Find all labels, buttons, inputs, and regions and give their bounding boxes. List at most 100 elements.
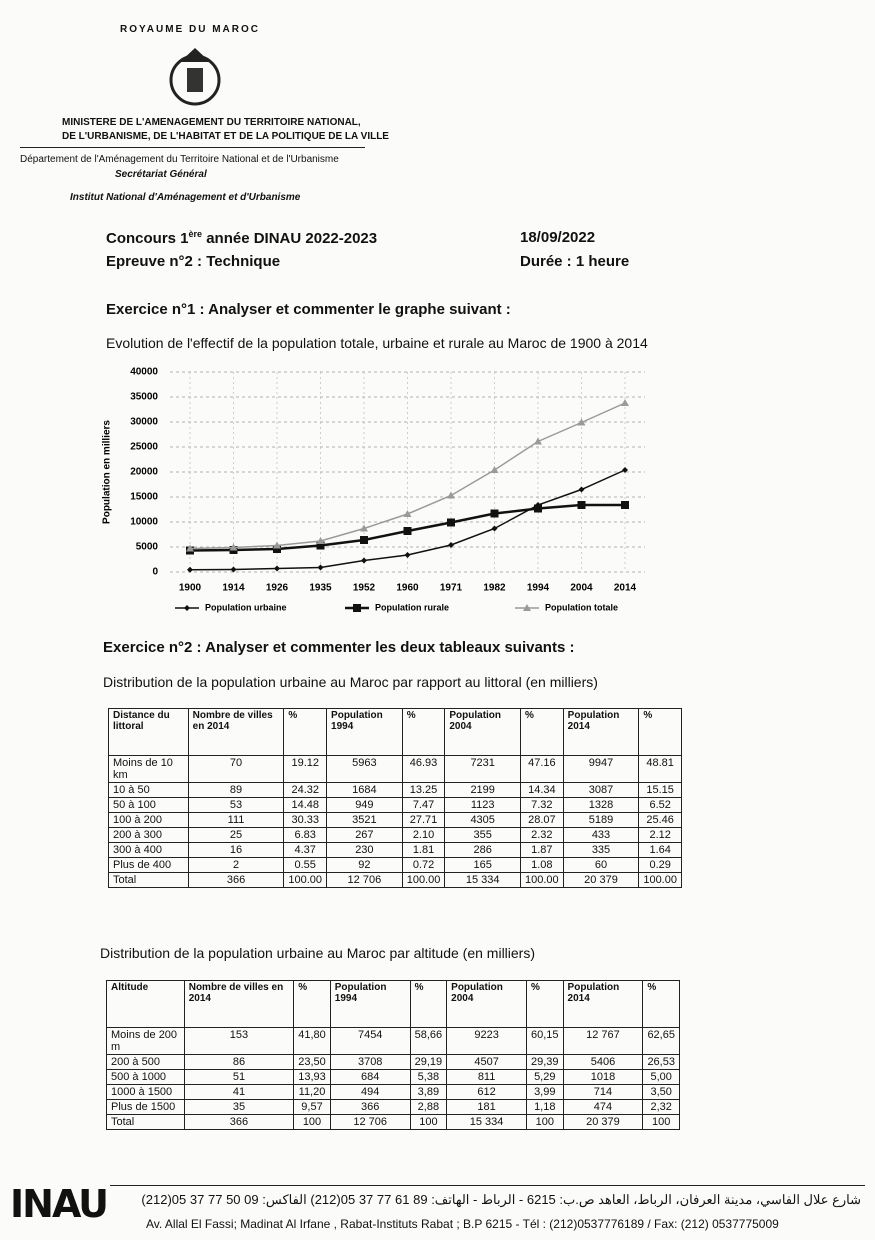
marker [403,510,412,517]
cell: 355 [444,827,522,843]
cell: 62,65 [642,1027,680,1055]
row: 500 à 1000 51 13,93 684 5,38 811 5,29 1018 5,00 [106,1069,680,1085]
y-tick-label: 5000 [136,542,159,553]
cell: 29,39 [526,1054,564,1070]
cell: 24.32 [283,782,328,798]
cell: 2,32 [642,1099,680,1115]
marker [621,399,629,406]
cell: 335 [562,842,640,858]
y-tick-label: 40000 [130,367,158,378]
marker [491,525,498,532]
cell: 89 [187,782,285,798]
marker [447,518,455,527]
institute: Institut National d'Aménagement et d'Urb… [70,192,301,203]
cell: 92 [326,857,403,873]
cell: 3087 [562,782,640,798]
cell: 15 334 [444,872,522,888]
cell: 9223 [446,1027,528,1055]
cell: 494 [329,1084,411,1100]
marker [186,544,194,552]
contest-sup: ère [188,229,203,239]
cell: Total [108,872,189,888]
cell: 4507 [446,1054,528,1070]
series-line [189,402,626,550]
cell: 30.33 [283,812,328,828]
header-cell: % [283,708,328,756]
test: Epreuve n°2 : Technique [106,253,281,270]
duration: Durée : 1 heure [520,253,630,270]
marker [316,537,325,544]
cell: 7454 [329,1027,411,1055]
marker [621,501,629,509]
row: 300 à 400 16 4.37 230 1.81 286 1.87 335 1.64 [108,842,682,858]
marker [578,486,585,493]
cell: Plus de 400 [108,857,189,873]
header-cell: Population 1994 [329,980,411,1028]
cell: 70 [187,755,285,783]
cell: 27.71 [401,812,446,828]
marker [229,543,238,551]
cell: 366 [187,872,285,888]
cell: 0.72 [401,857,446,873]
cell: 0.29 [638,857,682,873]
row: Total 366 100 12 706 100 15 334 100 20 379 100 [106,1114,680,1130]
cell: 12 706 [326,872,403,888]
table-title: Distribution de la population urbaine au… [100,945,536,961]
cell: 1018 [562,1069,644,1085]
x-tick-label: 1971 [440,583,463,594]
x-tick-label: 1926 [266,583,289,594]
header-cell: % [293,980,331,1028]
marker [316,541,325,550]
header-cell: Population 2014 [562,708,640,756]
header-cell: % [526,980,564,1028]
secretariat: Secrétariat Général [115,169,207,180]
cell: Plus de 1500 [106,1099,185,1115]
marker [534,437,542,445]
row: 200 à 300 25 6.83 267 2.10 355 2.32 433 2.12 [108,827,682,843]
header-row: Distance du littoral Nombre de villes en … [108,708,682,756]
cell: 10 à 50 [108,782,189,798]
cell: 2,88 [409,1099,448,1115]
cell: 111 [187,812,285,828]
header-cell: % [409,980,448,1028]
x-tick-label: 1952 [353,583,376,594]
cell: 267 [326,827,403,843]
cell: 1123 [444,797,522,813]
cell: 60 [562,857,640,873]
cell: 3,89 [409,1084,448,1100]
row: Total 366 100.00 12 706 100.00 15 334 100.00 20… [108,872,682,888]
y-axis-label: Population en milliers [102,420,113,524]
header-cell: Distance du littoral [108,708,189,756]
header-cell: Population 1994 [326,708,403,756]
ministry: MINISTERE DE L'AMENAGEMENT DU TERRITOIRE… [62,117,361,128]
cell: 15 334 [446,1114,528,1130]
cell: Total [106,1114,185,1130]
cell: 366 [329,1099,411,1115]
cell: 100.00 [520,872,564,888]
exercise-title: Exercice n°2 : Analyser et commenter les… [103,639,575,656]
cell: 3521 [326,812,403,828]
cell: 16 [187,842,285,858]
cell: 165 [444,857,522,873]
row: Plus de 1500 35 9,57 366 2,88 181 1,18 474 2,32 [106,1099,680,1115]
cell: 46.93 [401,755,446,783]
cell: 35 [183,1099,295,1115]
cell: 200 à 500 [106,1054,185,1070]
y-tick-label: 25000 [130,442,158,453]
cell: 230 [326,842,403,858]
cell: 366 [183,1114,295,1130]
cell: 200 à 300 [108,827,189,843]
row: 200 à 500 86 23,50 3708 29,19 4507 29,39 5406 26… [106,1054,680,1070]
y-tick-label: 15000 [130,492,158,503]
header-cell: Population 2014 [562,980,644,1028]
marker [448,542,454,548]
x-tick-label: 1900 [179,583,202,594]
cell: 100 [526,1114,564,1130]
y-tick-label: 10000 [130,517,158,528]
header-cell: Altitude [106,980,185,1028]
marker [360,524,368,532]
rule [110,1185,865,1186]
cell: 500 à 1000 [106,1069,185,1085]
row: 100 à 200 111 30.33 3521 27.71 4305 28.07 5189 2… [108,812,682,828]
cell: 9947 [562,755,640,783]
